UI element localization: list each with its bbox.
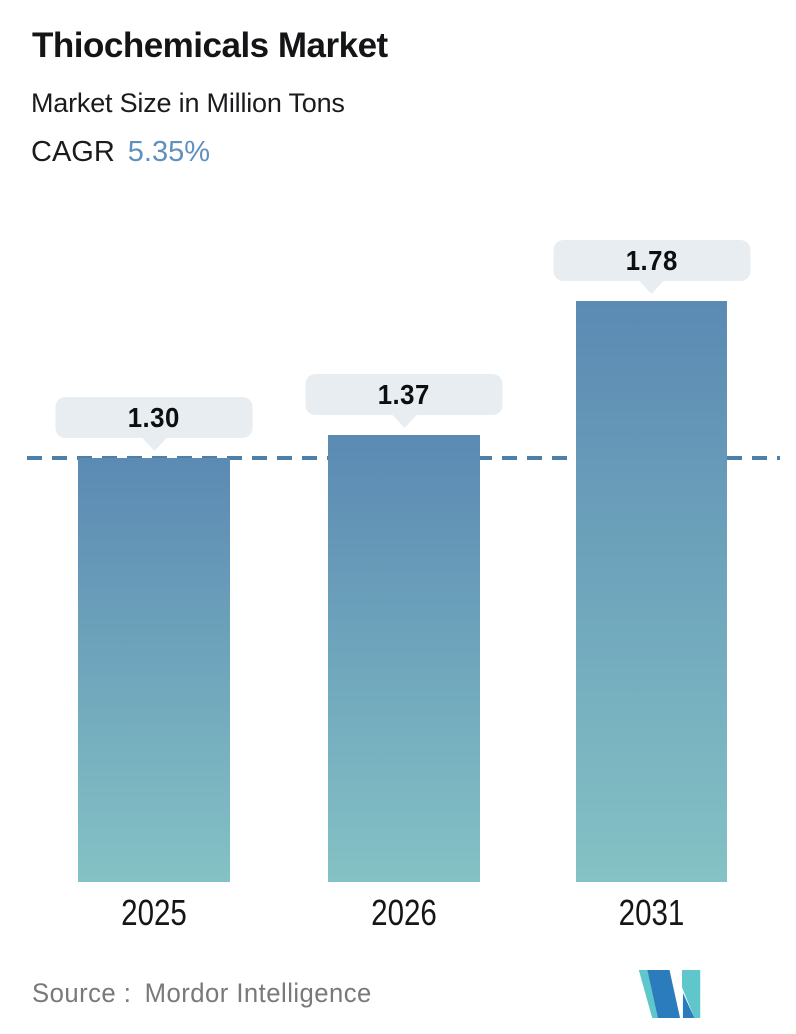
x-axis-label: 2026 (371, 892, 437, 933)
page-title: Thiochemicals Market (32, 26, 388, 65)
value-label: 1.78 (625, 244, 678, 276)
bar-group: 1.78 2031 (553, 240, 750, 933)
value-label: 1.30 (128, 401, 180, 433)
x-axis-label: 2025 (121, 892, 187, 933)
source-label: Source : (32, 978, 132, 1008)
x-axis-label: 2031 (618, 892, 685, 933)
bar-2025 (78, 458, 230, 882)
bar-2026 (328, 435, 480, 882)
bar-2031 (576, 301, 727, 882)
source-attribution: Source : Mordor Intelligence (32, 978, 372, 1009)
chart-subtitle: Market Size in Million Tons (31, 88, 345, 118)
cagr-value: 5.35% (127, 136, 211, 168)
value-label: 1.37 (378, 378, 430, 410)
mordor-intelligence-logo (638, 970, 701, 1018)
source-value: Mordor Intelligence (144, 978, 372, 1008)
cagr-row: CAGR 5.35% (31, 136, 210, 169)
cagr-label: CAGR (31, 136, 115, 168)
bar-group: 1.37 2026 (305, 374, 503, 933)
value-tooltip: 1.37 (305, 374, 503, 415)
value-tooltip: 1.78 (553, 240, 750, 281)
value-tooltip: 1.30 (55, 397, 253, 438)
bar-group: 1.30 2025 (55, 397, 253, 933)
